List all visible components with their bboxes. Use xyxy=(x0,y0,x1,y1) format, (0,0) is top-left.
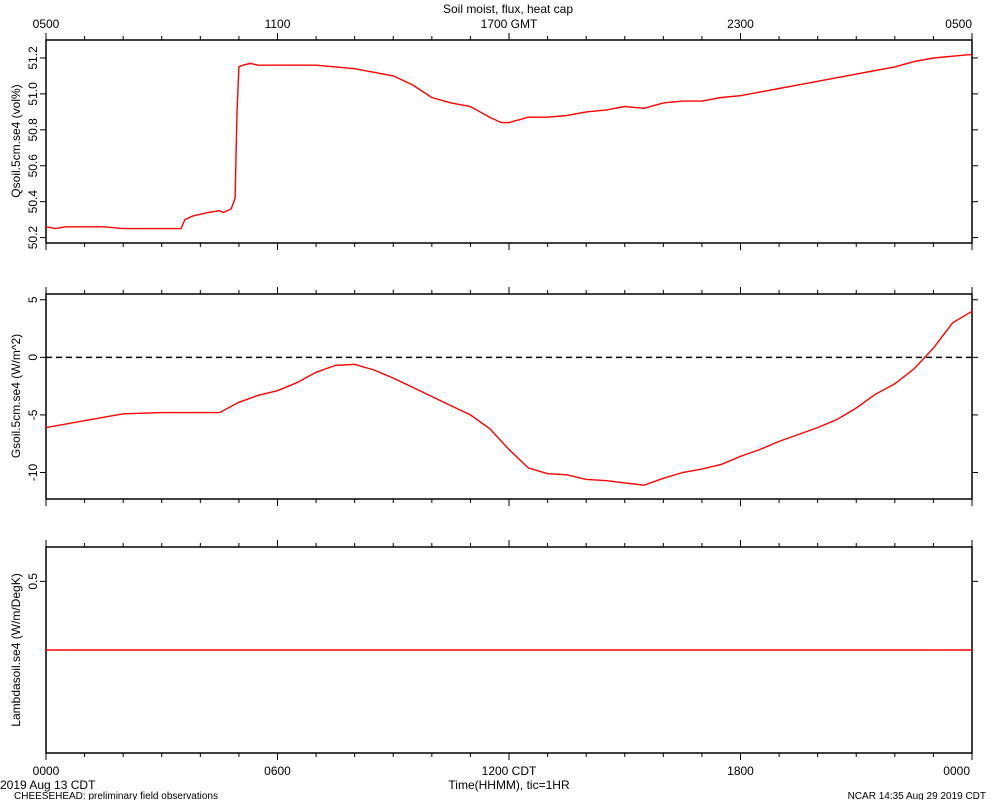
top-tick-label: 0500 xyxy=(945,17,972,31)
y-tick-label: 51.0 xyxy=(26,82,40,106)
y-tick-label: 50.6 xyxy=(26,154,40,178)
panel-frame xyxy=(45,293,973,500)
y-tick-label: 0 xyxy=(26,354,40,361)
top-tick-label: 1100 xyxy=(265,17,291,31)
y-tick-label: -10 xyxy=(26,464,40,482)
y-tick-label: 0.5 xyxy=(26,573,40,590)
footer-credit: NCAR 14:35 Aug 29 2019 CDT xyxy=(848,791,986,800)
panel-frame xyxy=(45,39,973,244)
y-tick-label: 51.2 xyxy=(26,46,40,70)
panel-soil-heat-flux: Gsoil.5cm.se4 (W/m^2) -10 -5 0 5 xyxy=(9,287,978,506)
y-axis-title: Qsoil.5cm.se4 (vol%) xyxy=(9,84,23,197)
y-tick-label: 50.8 xyxy=(26,118,40,142)
bottom-tick-label: 1200 CDT xyxy=(482,764,537,778)
chart-title: Soil moist, flux, heat cap xyxy=(443,2,573,16)
series-line xyxy=(45,53,973,230)
y-tick-label: 50.4 xyxy=(26,190,40,214)
y-axis-title: Lambdasoil.se4 (W/m/DegK) xyxy=(9,573,23,726)
bottom-tick-label: 0000 xyxy=(33,764,60,778)
y-tick-label: -5 xyxy=(26,409,40,420)
x-axis-title: Time(HHMM), tic=1HR xyxy=(448,778,570,792)
top-axis-gmt: 0500 1100 1700 GMT 2300 0500 xyxy=(33,17,973,31)
top-tick-label: 2300 xyxy=(727,17,754,31)
y-tick-label: 50.2 xyxy=(26,226,40,250)
bottom-tick-label: 0000 xyxy=(943,764,970,778)
footer-project: CHEESEHEAD: preliminary field observatio… xyxy=(14,791,218,800)
bottom-tick-label: 0600 xyxy=(264,764,291,778)
bottom-tick-label: 1800 xyxy=(727,764,754,778)
top-tick-label: 1700 GMT xyxy=(481,17,538,31)
y-axis-title: Gsoil.5cm.se4 (W/m^2) xyxy=(9,334,23,458)
series-line xyxy=(45,310,973,486)
top-tick-label: 0500 xyxy=(33,17,60,31)
bottom-axis-cdt: 0000 0600 1200 CDT 1800 0000 Time(HHMM),… xyxy=(33,764,971,792)
y-tick-label: 5 xyxy=(26,296,40,303)
panel-thermal-conductivity: Lambdasoil.se4 (W/m/DegK) 0.5 xyxy=(9,540,978,760)
footer-date: 2019 Aug 13 CDT xyxy=(0,778,96,792)
panel-soil-moisture: Qsoil.5cm.se4 (vol%) 50.2 50.4 50.6 50.8 51.… xyxy=(9,33,978,250)
